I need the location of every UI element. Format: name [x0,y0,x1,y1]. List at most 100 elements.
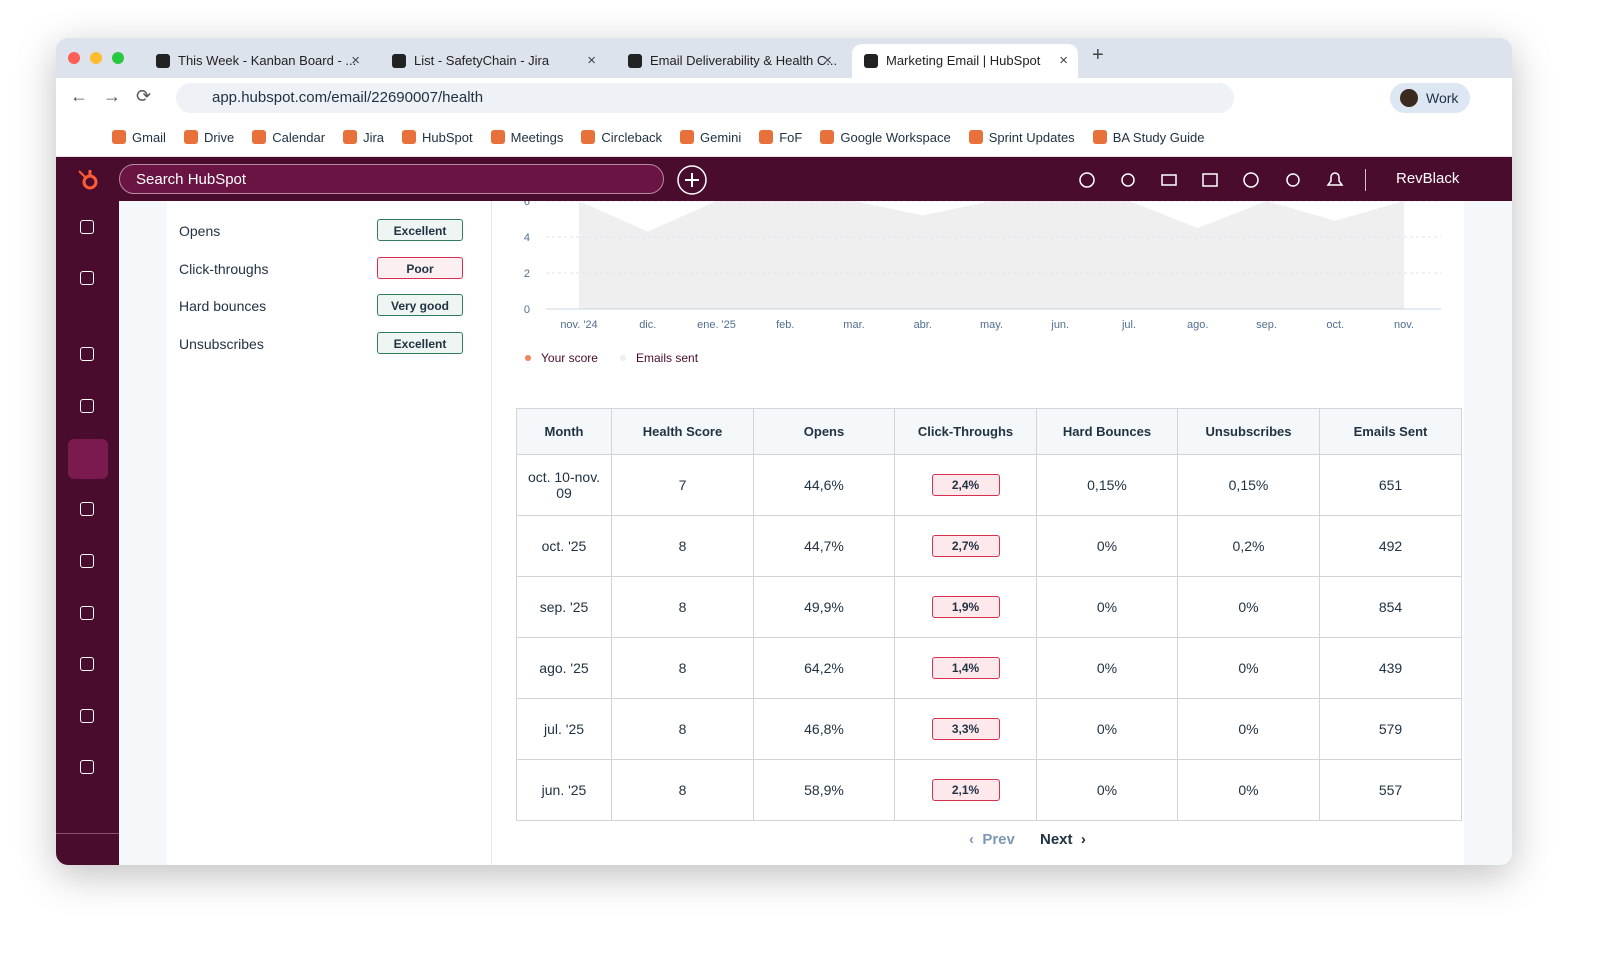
cell: 0,15% [1177,454,1320,516]
sidebar-icon[interactable] [80,606,94,620]
search-field[interactable]: Search HubSpot [119,164,664,194]
sidebar-icon[interactable] [68,439,108,479]
browser-window: + This Week - Kanban Board - ... × List - … [56,38,1512,865]
sidebar-icon[interactable] [80,502,94,516]
content-panel: Opens Excellent Click-throughs Poor Hard bou… [167,201,1464,865]
legend-label: Your score [541,351,598,365]
bookmark[interactable]: BA Study Guide [1092,130,1204,145]
tab-close[interactable]: × [823,52,832,69]
cell: sep. '25 [516,576,612,638]
bookmark[interactable]: Gemini [680,130,741,145]
bookmark-icon [112,130,126,144]
x-tick-label: nov. [1394,319,1414,331]
cell: 8 [611,515,754,577]
cell: 854 [1319,576,1462,638]
bookmark[interactable]: Google Workspace [820,130,951,145]
y-tick-label: 0 [524,304,530,316]
cell: 0% [1036,515,1178,577]
cell: jul. '25 [516,698,612,760]
tab-icon [156,54,170,68]
bookmark-label: Circleback [601,129,663,145]
x-tick-label: oct. [1326,319,1344,331]
cell: 2,7% [894,515,1037,577]
sidebar [56,201,119,865]
area [579,201,1404,309]
sidebar-icon[interactable] [80,271,94,285]
cell: 0% [1036,698,1178,760]
bookmark[interactable]: Drive [183,130,234,145]
x-tick-label: abr. [914,319,932,331]
bookmark[interactable]: Sprint Updates [968,130,1075,145]
table-row: sep. '25 8 49,9% 1,9% 0% 0% 854 [516,576,1462,638]
bookmark-label: Meetings [510,129,564,145]
sidebar-icon[interactable] [80,709,94,723]
metric-label: Unsubscribes [179,335,264,352]
bookmark-icon [581,130,596,144]
tab[interactable]: Email Deliverability & Health C... × [616,44,842,78]
cell: 0% [1036,759,1178,821]
cell: 651 [1319,454,1462,516]
bookmark-label: Gemini [700,129,742,145]
tab[interactable]: Marketing Email | HubSpot × [852,44,1078,78]
click-through-badge: 3,3% [931,718,1000,740]
cell: 0,15% [1036,454,1178,516]
cell: 49,9% [753,576,895,638]
sidebar-icon[interactable] [80,399,94,413]
sidebar-icon[interactable] [80,554,94,568]
header-icons[interactable] [1076,169,1366,191]
sidebar-icon[interactable] [80,657,94,671]
bookmark-icon [490,130,505,144]
account-menu[interactable]: RevBlack [1396,170,1460,187]
tab[interactable]: List - SafetyChain - Jira × [380,44,606,78]
metric-label: Click-throughs [179,260,269,277]
create-button[interactable] [676,164,708,196]
sidebar-icon[interactable] [80,760,94,774]
header-row: Month Health Score Opens Click-Throughs Hard… [516,408,1462,455]
tab-icon [628,54,642,68]
new-tab[interactable]: + [1092,44,1104,66]
bookmark-icon [252,130,267,144]
y-tick-label: 2 [524,268,530,280]
bookmark-icon [759,130,774,144]
tab-close[interactable]: × [1059,52,1068,69]
bookmark[interactable]: Jira [343,130,384,145]
metric-rating: Poor [377,256,463,279]
avatar [1400,89,1418,107]
bookmark[interactable]: Calendar [252,130,325,145]
cell: 1,9% [894,576,1037,638]
bookmark[interactable]: FoF [759,130,802,145]
nav-buttons[interactable]: ← → ⟳ [70,86,152,106]
bookmark-icon [343,130,358,144]
sidebar-icon[interactable] [80,220,94,234]
cell: 3,3% [894,698,1037,760]
cell: 8 [611,698,754,760]
bookmark-label: Calendar [272,129,326,145]
bookmark[interactable]: HubSpot [402,130,473,145]
column-header: Opens [753,408,895,455]
x-tick-label: nov. '24 [560,319,597,331]
sidebar-icon[interactable] [80,347,94,361]
tab[interactable]: This Week - Kanban Board - ... × [144,44,370,78]
bookmark[interactable]: Gmail [112,130,166,145]
address-bar: ← → ⟳ app.hubspot.com/email/22690007/hea… [56,78,1512,118]
hubspot-logo[interactable] [76,167,102,193]
x-tick-label: mar. [843,319,864,331]
cell: 579 [1319,698,1462,760]
prev-button[interactable]: ‹ Prev [969,831,1015,848]
tab-close[interactable]: × [587,52,596,69]
bookmarks-bar: Gmail Drive Calendar Jira HubSpot Meetings Cir… [56,118,1512,157]
chart: 0 2 4 6 nov. '24 dic. ene. '25 feb. mar. abr. may.… [524,201,1441,365]
cell: 2,1% [894,759,1037,821]
bookmark[interactable]: Meetings [490,129,564,145]
metric-label: Hard bounces [179,298,267,314]
next-button[interactable]: Next › [1040,831,1086,848]
cell: oct. 10-nov. 09 [516,454,612,516]
y-tick-label: 4 [524,232,530,244]
table-row: jun. '25 8 58,9% 2,1% 0% 0% 557 [516,759,1462,821]
url-field[interactable]: app.hubspot.com/email/22690007/health [176,83,1234,113]
tab-close[interactable]: × [351,52,360,69]
tab-icon [864,54,878,68]
cell: 1,4% [894,637,1037,699]
click-through-badge: 2,4% [931,474,1000,496]
bookmark[interactable]: Circleback [581,130,662,145]
